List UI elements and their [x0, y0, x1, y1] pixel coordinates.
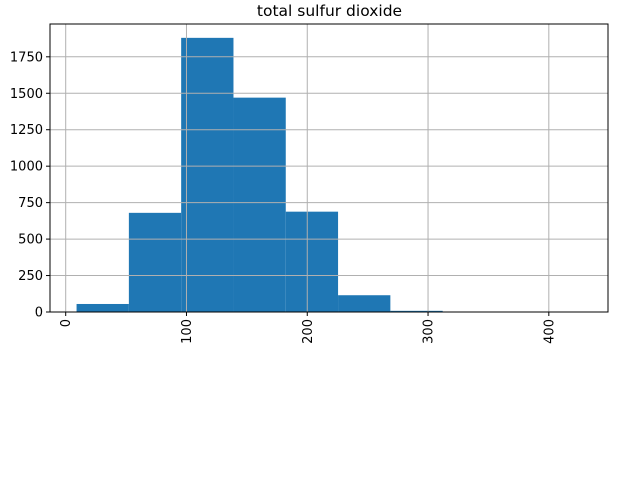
x-tick-label: 0: [59, 319, 74, 327]
histogram-bar: [338, 295, 391, 312]
chart-title: total sulfur dioxide: [257, 2, 402, 20]
y-axis-ticks: 0 250 500 750 1000 1250 1500 1750: [10, 50, 50, 321]
histogram-bar: [128, 212, 182, 312]
y-tick-label: 1750: [10, 50, 43, 65]
x-tick-label: 200: [301, 319, 316, 344]
x-tick-label: 100: [180, 319, 195, 344]
y-tick-label: 0: [35, 306, 43, 321]
y-tick-label: 750: [18, 196, 43, 211]
histogram-bar: [390, 310, 443, 312]
histogram-bar: [76, 303, 129, 312]
x-axis-ticks: 0 100 200 300 400: [59, 312, 557, 344]
y-tick-label: 1250: [10, 123, 43, 138]
plot-frame: [49, 23, 609, 313]
axes: [49, 23, 609, 313]
y-tick-label: 1000: [10, 160, 43, 175]
y-tick-label: 250: [18, 269, 43, 284]
x-tick-label: 300: [422, 319, 437, 344]
histogram-bar: [181, 37, 234, 312]
histogram-bar: [285, 211, 339, 312]
x-tick-label: 400: [542, 319, 557, 344]
y-tick-label: 1500: [10, 87, 43, 102]
histogram-bar: [233, 97, 286, 312]
y-tick-label: 500: [18, 233, 43, 248]
